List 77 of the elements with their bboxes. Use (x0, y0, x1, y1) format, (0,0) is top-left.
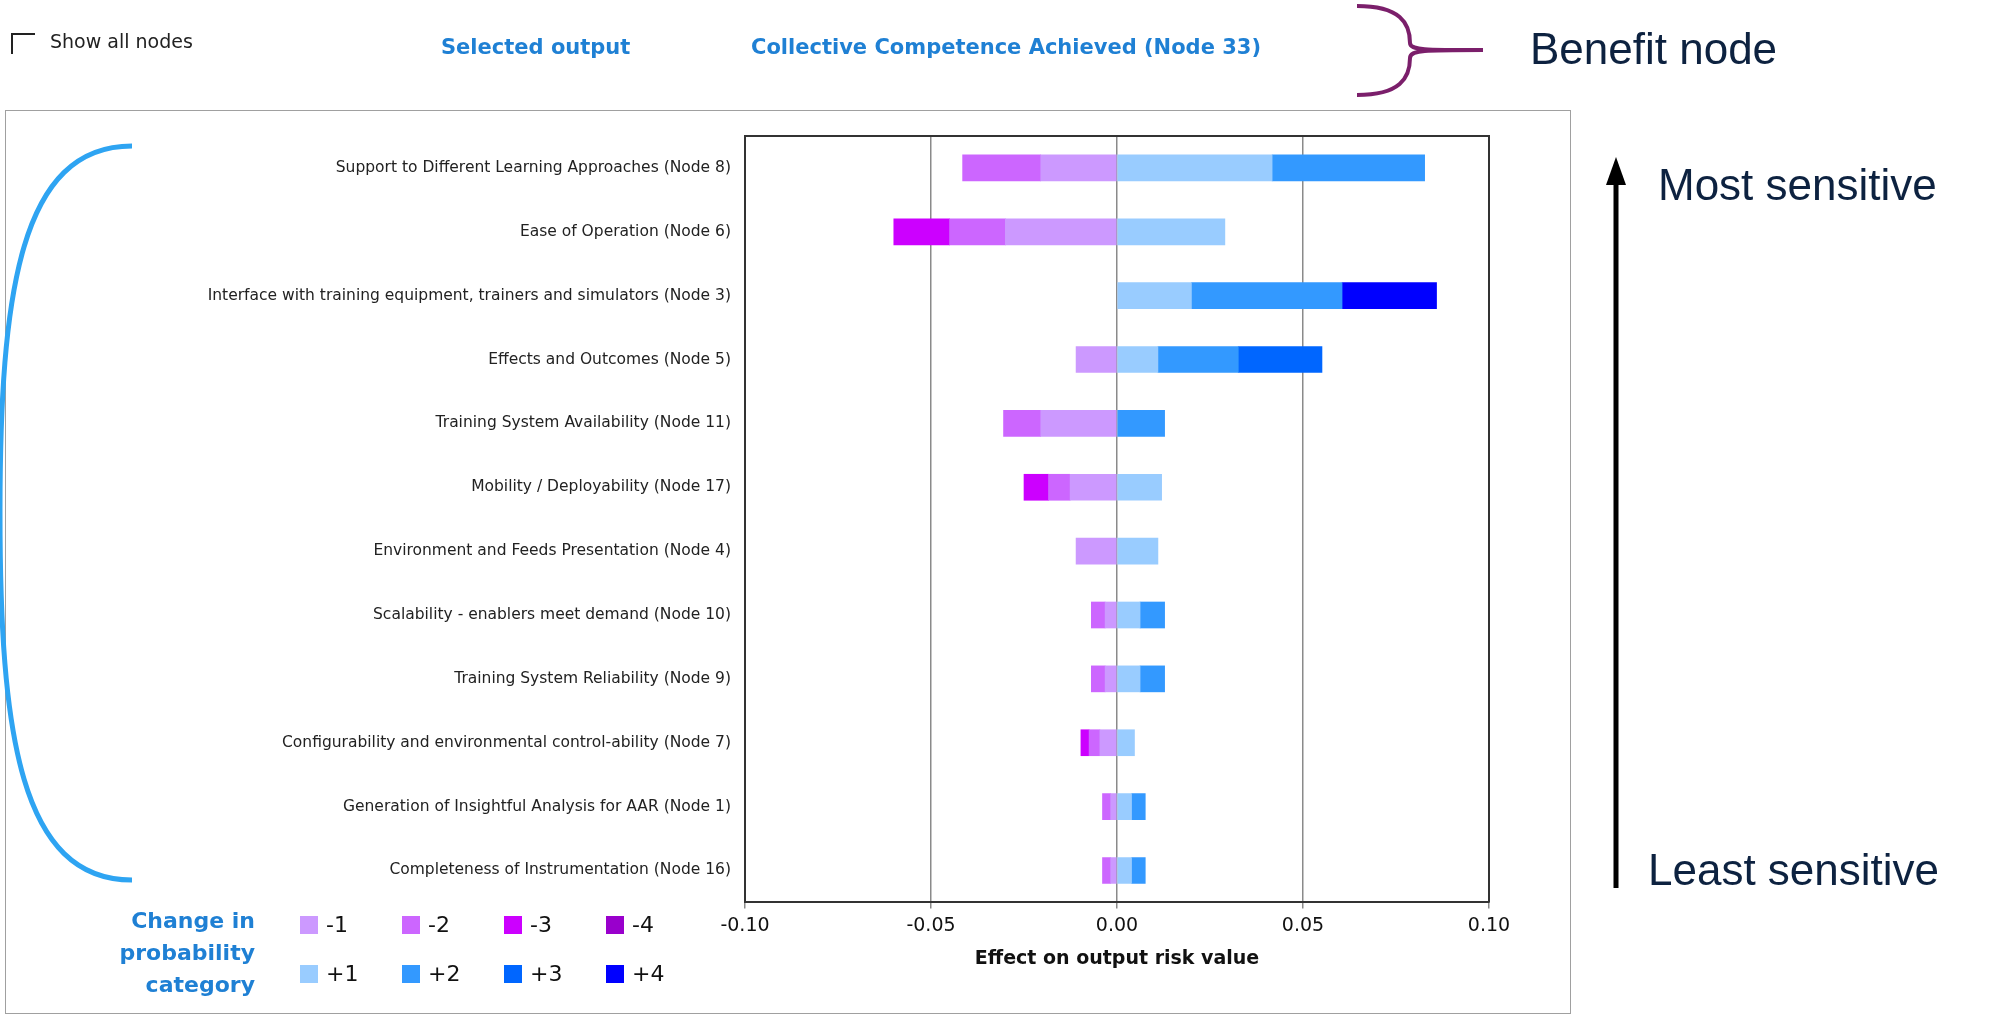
legend-label: -2 (427, 912, 450, 937)
legend-label: -1 (325, 912, 348, 937)
bar (1117, 537, 1159, 565)
legend-label: +1 (325, 961, 359, 986)
bar (1157, 346, 1239, 373)
bar (1102, 857, 1112, 884)
y-tick-label: Training System Reliability (Node 9) (453, 668, 731, 687)
bar (1117, 154, 1273, 182)
legend-label: +3 (529, 961, 563, 986)
y-tick-label: Support to Different Learning Approaches (Node 8) (335, 157, 731, 176)
bar (1341, 282, 1437, 309)
legend-label: +2 (427, 961, 461, 986)
bar (1091, 601, 1106, 629)
bar (1040, 410, 1117, 437)
x-tick-label: -0.10 (720, 912, 770, 935)
y-tick-label: Effects and Outcomes (Node 5) (488, 349, 731, 368)
bar (1005, 218, 1117, 246)
bar (1237, 346, 1323, 373)
bar (1117, 282, 1192, 309)
bar (1271, 154, 1425, 182)
bar (1091, 665, 1106, 693)
x-tick-label: 0.05 (1281, 912, 1325, 935)
bar (1104, 665, 1117, 693)
bar (1110, 793, 1117, 820)
y-tick-label: Configurability and environmental control-ability (Node 7) (282, 732, 731, 751)
bar (1139, 601, 1165, 629)
bar (1023, 473, 1049, 501)
bar (1117, 601, 1141, 629)
y-tick-label: Interface with training equipment, trainers and simulators (Node 3) (207, 285, 731, 304)
x-tick-label: 0.00 (1095, 912, 1139, 935)
bar (1117, 410, 1165, 437)
y-tick-label: Environment and Feeds Presentation (Node 4) (373, 541, 731, 560)
bar (1139, 665, 1165, 693)
bar (1075, 346, 1117, 373)
y-tick-label: Mobility / Deployability (Node 17) (471, 477, 731, 496)
x-tick-label: -0.05 (906, 912, 956, 935)
text: Least sensitive (1648, 845, 1940, 895)
legend-label: -4 (631, 912, 654, 937)
legend-title: Change in probability category (118, 907, 255, 999)
bar (1048, 473, 1071, 501)
bar (1117, 473, 1162, 501)
bar (1117, 346, 1159, 373)
bar (1003, 410, 1042, 437)
y-tick-label: Completeness of Instrumentation (Node 16) (389, 860, 731, 879)
text: Benefit node (1530, 24, 1778, 74)
bar (1069, 473, 1117, 501)
bar (1131, 857, 1146, 884)
x-tick-label: 0.10 (1467, 912, 1511, 935)
bar (949, 218, 1006, 246)
bar (1191, 282, 1343, 309)
y-tick-label: Training System Availability (Node 11) (434, 413, 731, 432)
bar (1080, 729, 1090, 757)
bar (1104, 601, 1117, 629)
y-tick-label: Ease of Operation (Node 6) (519, 221, 731, 240)
legend-label: +4 (631, 961, 665, 986)
y-tick-label: Scalability - enablers meet demand (Node 10) (373, 605, 731, 624)
y-tick-label: Generation of Insightful Analysis for AAR (Node 1) (343, 796, 731, 815)
bar (1117, 218, 1226, 246)
text: Most sensitive (1658, 160, 1937, 210)
x-axis-title: Effect on output risk value (974, 945, 1260, 968)
bar (1088, 729, 1101, 757)
bar (1117, 665, 1141, 693)
bar (1131, 793, 1146, 820)
bar (1117, 793, 1132, 820)
bar (962, 154, 1042, 182)
bar (893, 218, 950, 246)
bar (1117, 857, 1132, 884)
bar (1117, 729, 1135, 757)
bar (1102, 793, 1112, 820)
text: Show all nodes (50, 30, 193, 52)
bar (1075, 537, 1117, 565)
legend-label: -3 (529, 912, 552, 937)
bar (1099, 729, 1117, 757)
chart-title: Collective Competence Achieved (Node 33) (751, 35, 1262, 59)
bar (1110, 857, 1117, 884)
text: Selected output (441, 35, 631, 59)
bar (1040, 154, 1117, 182)
